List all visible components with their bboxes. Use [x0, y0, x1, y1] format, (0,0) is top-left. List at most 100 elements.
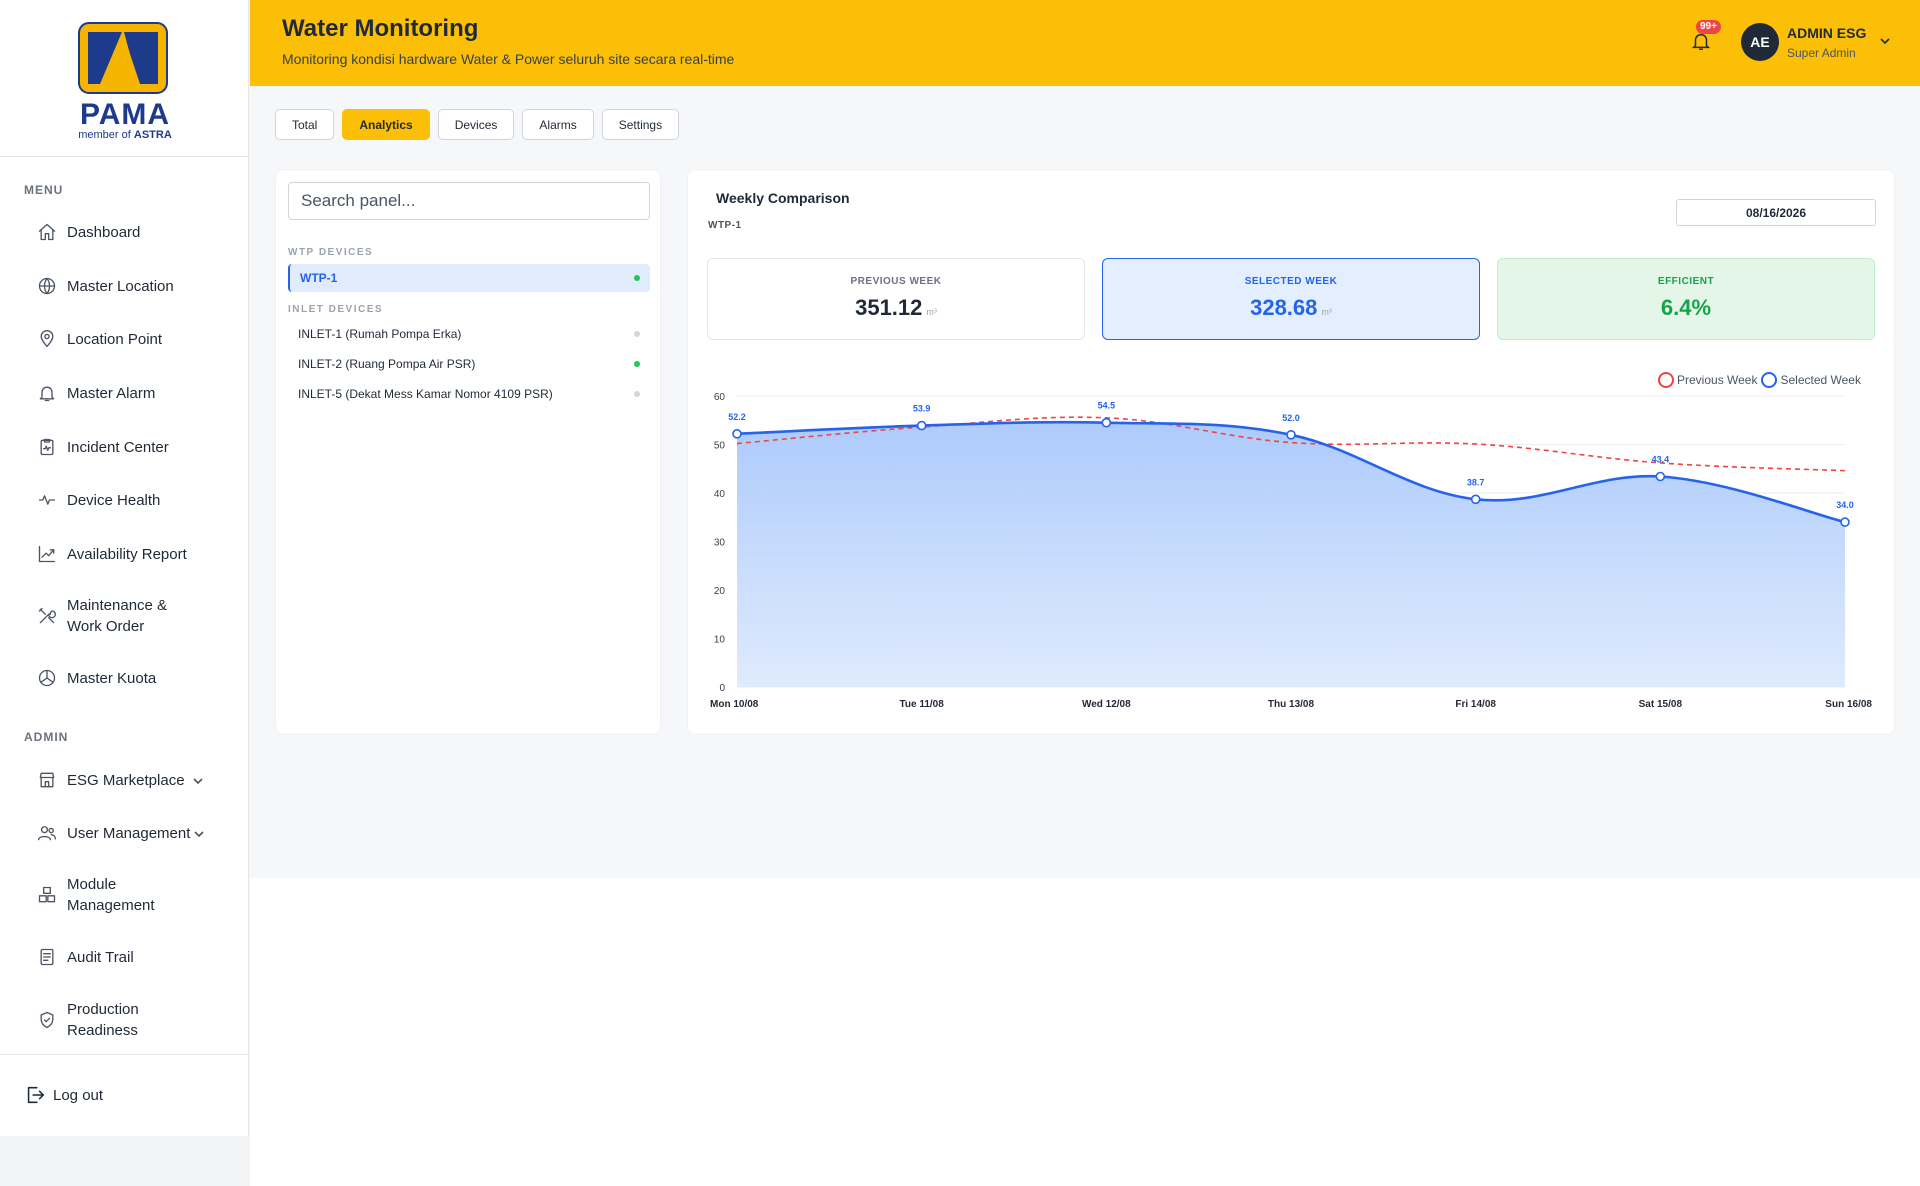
sidebar-item-production-readiness[interactable]: Production Readiness	[36, 999, 156, 1041]
sidebar-item-availability-report[interactable]: Availability Report	[36, 543, 236, 565]
chevron-down-icon	[191, 773, 205, 787]
sidebar-item-master-alarm[interactable]: Master Alarm	[36, 382, 236, 404]
tools-icon	[36, 605, 58, 627]
x-tick-label: Thu 13/08	[1268, 699, 1315, 710]
sidebar-item-audit-trail[interactable]: Audit Trail	[36, 946, 236, 968]
selected-device-label: WTP-1	[708, 220, 742, 231]
selected-week-point	[916, 420, 927, 431]
x-tick-label: Wed 12/08	[1082, 699, 1131, 710]
notification-badge: 99+	[1696, 20, 1721, 34]
sidebar-item-user-management[interactable]: User Management	[36, 822, 236, 844]
view-tabs: Total Analytics Devices Alarms Settings	[275, 109, 680, 140]
selected-week-label: SELECTED WEEK	[1244, 276, 1338, 287]
x-tick-label: Sun 16/08	[1825, 699, 1872, 710]
sidebar-item-label: Master Alarm	[67, 384, 156, 402]
data-label: 43.4	[1652, 455, 1670, 465]
x-tick-label: Fri 14/08	[1455, 699, 1496, 710]
selected-week-value: 328.68	[1250, 295, 1318, 320]
sidebar-item-master-location[interactable]: Master Location	[36, 275, 236, 297]
users-icon	[36, 822, 58, 844]
previous-week-label: PREVIOUS WEEK	[850, 276, 942, 287]
tab-settings[interactable]: Settings	[601, 109, 680, 140]
previous-week-value: 351.12	[855, 295, 923, 320]
sidebar-item-esg-marketplace[interactable]: ESG Marketplace	[36, 769, 236, 791]
data-label: 54.5	[1098, 401, 1116, 411]
status-offline-dot	[634, 391, 640, 397]
sidebar-item-incident-center[interactable]: Incident Center	[36, 436, 236, 458]
tab-analytics[interactable]: Analytics	[342, 109, 430, 140]
search-panel-input[interactable]	[288, 182, 650, 220]
logout-button[interactable]: Log out	[24, 1084, 103, 1106]
sidebar: PAMA member of ASTRA MENU Dashboard Mast…	[0, 0, 249, 1186]
sidebar-item-maintenance-work-order[interactable]: Maintenance & Work Order	[36, 595, 186, 637]
tab-alarms[interactable]: Alarms	[522, 109, 594, 140]
sidebar-item-label: User Management	[67, 824, 191, 842]
pama-logo: PAMA member of ASTRA	[78, 22, 172, 141]
page-subtitle: Monitoring kondisi hardware Water & Powe…	[282, 51, 735, 67]
sidebar-item-label: ESG Marketplace	[67, 771, 185, 789]
x-tick-label: Tue 11/08	[900, 699, 945, 710]
inlet-devices-label: INLET DEVICES	[288, 304, 384, 315]
chevron-down-icon[interactable]	[1878, 34, 1892, 48]
chart-legend: Previous Week Selected Week	[1658, 372, 1861, 388]
sidebar-item-label: Production Readiness	[67, 1001, 139, 1039]
user-role: Super Admin	[1787, 46, 1856, 60]
data-label: 52.2	[728, 412, 746, 422]
device-item-inlet-1[interactable]: INLET-1 (Rumah Pompa Erka)	[288, 320, 650, 348]
sidebar-item-master-kuota[interactable]: Master Kuota	[36, 667, 236, 689]
sidebar-item-label: Module Management	[67, 876, 155, 914]
sidebar-item-location-point[interactable]: Location Point	[36, 328, 236, 350]
sidebar-divider	[0, 156, 249, 157]
tab-devices[interactable]: Devices	[437, 109, 515, 140]
date-picker[interactable]: 08/16/2026	[1676, 199, 1876, 226]
selected-week-line	[736, 420, 1846, 524]
store-icon	[36, 769, 58, 791]
avatar[interactable]: AE	[1741, 23, 1779, 61]
legend-swatch-previous	[1658, 372, 1674, 388]
legend-label-previous: Previous Week	[1677, 373, 1758, 387]
activity-icon	[36, 489, 58, 511]
sidebar-item-dashboard[interactable]: Dashboard	[36, 221, 236, 243]
y-tick-label: 30	[714, 538, 726, 549]
data-label: 53.9	[913, 404, 931, 414]
boxes-icon	[36, 884, 58, 906]
selected-week-point	[1840, 517, 1850, 527]
tab-total[interactable]: Total	[275, 109, 335, 140]
previous-week-line	[736, 416, 1846, 472]
bell-icon	[36, 382, 58, 404]
wtp-devices-label: WTP DEVICES	[288, 247, 374, 258]
device-item-wtp-1[interactable]: WTP-1	[288, 264, 650, 292]
logo-wordmark: PAMA	[79, 98, 171, 131]
device-item-inlet-2[interactable]: INLET-2 (Ruang Pompa Air PSR)	[288, 350, 650, 378]
x-tick-label: Sat 15/08	[1639, 699, 1683, 710]
selected-week-point	[1286, 429, 1296, 440]
selected-week-value-line: 328.68 m³	[1103, 295, 1479, 321]
legend-item-previous[interactable]: Previous Week	[1658, 372, 1757, 388]
logo-sub-prefix: member of	[78, 129, 131, 141]
sidebar-item-module-management[interactable]: Module Management	[36, 874, 176, 916]
device-panel: WTP DEVICES WTP-1 INLET DEVICES INLET-1 …	[275, 169, 661, 735]
home-icon	[36, 221, 58, 243]
y-tick-label: 20	[714, 586, 726, 597]
legend-item-selected[interactable]: Selected Week	[1761, 372, 1861, 388]
sidebar-item-label: Audit Trail	[67, 948, 134, 966]
sidebar-divider	[0, 1054, 249, 1055]
sidebar-item-label: Availability Report	[67, 545, 187, 563]
selected-week-card: SELECTED WEEK 328.68 m³	[1102, 258, 1480, 340]
y-tick-label: 60	[714, 392, 726, 403]
map-pin-icon	[36, 328, 58, 350]
y-tick-label: 50	[714, 441, 726, 452]
legend-label-selected: Selected Week	[1780, 373, 1861, 387]
logo-subline: member of ASTRA	[78, 129, 172, 141]
device-item-inlet-5[interactable]: INLET-5 (Dekat Mess Kamar Nomor 4109 PSR…	[288, 380, 650, 408]
logout-icon	[27, 1086, 45, 1104]
user-name[interactable]: ADMIN ESG	[1787, 25, 1867, 41]
sidebar-item-device-health[interactable]: Device Health	[36, 489, 236, 511]
efficient-value: 6.4%	[1660, 295, 1712, 320]
previous-week-card: PREVIOUS WEEK 351.12 m³	[707, 258, 1085, 340]
notification-bell-icon[interactable]	[1690, 30, 1714, 54]
data-label: 38.7	[1467, 477, 1485, 487]
sidebar-item-label: Master Kuota	[67, 669, 157, 687]
pie-chart-icon	[36, 667, 58, 689]
status-online-dot	[634, 275, 640, 281]
